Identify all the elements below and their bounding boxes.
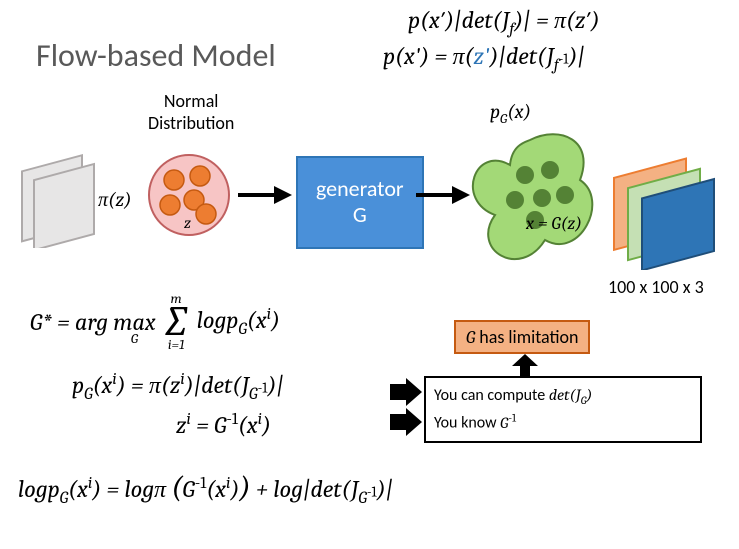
page-title: Flow-based Model bbox=[36, 36, 276, 75]
sum-bottom: i=1 bbox=[165, 336, 188, 353]
callout-rest: has limitation bbox=[475, 326, 578, 348]
logp-eq: logpG(xi) = logπ (G-1(xi)) + log|det(JG-… bbox=[18, 470, 393, 508]
req-know-inverse: You know G-1 bbox=[434, 409, 692, 434]
arrow-up-icon bbox=[510, 352, 540, 378]
zi-eq: zi = G-1(xi) bbox=[176, 410, 271, 439]
limitation-callout: G has limitation bbox=[454, 320, 590, 354]
arrow-z-to-g-icon bbox=[234, 180, 294, 210]
x-eq-gz-label: x = G(z) bbox=[526, 213, 582, 234]
requirements-box: You can compute det(JG) You know G-1 bbox=[424, 376, 702, 443]
generator-box: generator G bbox=[296, 156, 424, 249]
output-distribution-icon bbox=[450, 120, 610, 280]
normal-dist-label: Normal Distribution bbox=[148, 90, 234, 134]
req-compute-det: You can compute det(JG) bbox=[434, 384, 692, 409]
pi-z-label: π(z) bbox=[98, 188, 132, 212]
eq-jacobian-inverse-z: z' bbox=[473, 42, 489, 70]
arrow-req1-icon bbox=[388, 378, 424, 406]
arrow-req2-icon bbox=[388, 408, 424, 436]
pg-xi-eq: pG(xi) = π(zi)|det(JG-1)| bbox=[72, 370, 284, 404]
eq-jacobian-inverse: p(x') = π(z')|det(Jf-1)| bbox=[383, 42, 585, 75]
callout-g: G bbox=[466, 327, 475, 348]
eq-jacobian-inverse-a: p(x') = π( bbox=[383, 42, 473, 70]
eq-jacobian-inverse-c: )|det(Jf-1)| bbox=[490, 42, 585, 70]
output-stack-icon bbox=[606, 140, 736, 270]
z-label: z bbox=[184, 214, 191, 232]
output-dim-label: 100 x 100 x 3 bbox=[608, 276, 704, 298]
z-distribution-icon: z bbox=[144, 150, 234, 240]
objective-eq: G* = arg maxG m ∑ i=1 logpG(xi) bbox=[30, 290, 280, 353]
eq-jacobian-forward: p(x′)|det(Jf)| = π(z′) bbox=[408, 6, 600, 39]
input-stack-icon bbox=[12, 138, 112, 248]
